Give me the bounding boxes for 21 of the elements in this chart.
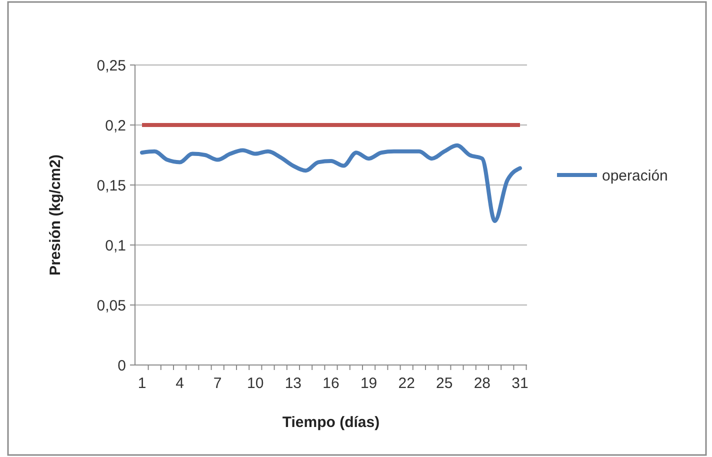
legend-label: operación bbox=[602, 167, 668, 184]
x-tick-label: 19 bbox=[360, 375, 378, 392]
x-tick-label: 1 bbox=[138, 375, 146, 392]
y-tick-label: 0 bbox=[118, 357, 126, 374]
x-tick-label: 31 bbox=[512, 375, 528, 392]
y-tick-label: 0,25 bbox=[96, 57, 126, 74]
x-tick-label: 4 bbox=[176, 375, 184, 392]
x-axis-title: Tiempo (días) bbox=[282, 414, 380, 431]
x-tick-label: 22 bbox=[398, 375, 415, 392]
x-tick-label: 13 bbox=[284, 375, 302, 392]
line-series bbox=[140, 143, 522, 223]
y-tick-label: 0,2 bbox=[105, 117, 126, 134]
x-tick-label: 16 bbox=[322, 375, 340, 392]
y-tick-label: 0,15 bbox=[96, 177, 126, 194]
y-tick-label: 0,1 bbox=[105, 237, 126, 254]
x-tick-label: 7 bbox=[213, 375, 222, 392]
x-tick-label: 25 bbox=[436, 375, 453, 392]
y-tick-label: 0,05 bbox=[96, 297, 126, 314]
x-tick-label: 28 bbox=[474, 375, 491, 392]
y-axis-title: Presión (kg/cm2) bbox=[47, 154, 64, 276]
x-tick-label: 10 bbox=[247, 375, 264, 392]
